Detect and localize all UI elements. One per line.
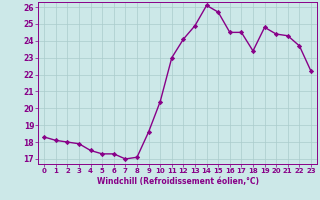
X-axis label: Windchill (Refroidissement éolien,°C): Windchill (Refroidissement éolien,°C) xyxy=(97,177,259,186)
